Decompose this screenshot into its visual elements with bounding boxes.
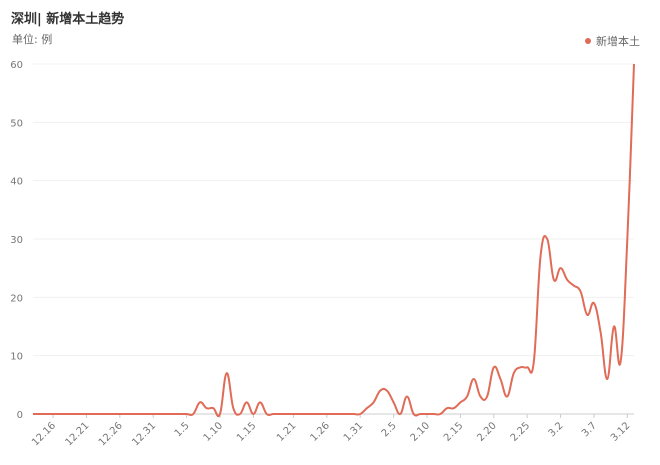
legend-marker	[585, 38, 591, 44]
unit-label: 单位: 例	[12, 33, 53, 46]
y-tick-label: 10	[10, 352, 23, 363]
x-tick-label: 12.26	[97, 420, 125, 448]
x-tick-label: 2.5	[380, 420, 399, 439]
x-tick-label: 1.21	[275, 420, 299, 444]
y-axis: 0 10 20 30 40 50 60	[10, 60, 23, 421]
x-tick-label: 2.10	[409, 420, 433, 444]
y-tick-label: 0	[17, 410, 23, 421]
x-tick-label: 12.16	[30, 420, 58, 448]
y-tick-label: 40	[10, 177, 23, 188]
x-tick-label: 12.21	[64, 420, 92, 448]
x-tick-label: 1.5	[173, 420, 192, 439]
x-tick-label: 3.7	[580, 420, 599, 439]
x-tick-label: 12.31	[130, 420, 158, 448]
x-tick-label: 3.12	[609, 420, 633, 444]
x-tick-label: 1.15	[235, 420, 259, 444]
chart-title: 深圳| 新增本土趋势	[11, 12, 125, 27]
series-line	[32, 63, 635, 418]
y-tick-label: 50	[10, 118, 23, 129]
series-group	[32, 63, 635, 418]
x-tick-label: 1.31	[342, 420, 366, 444]
x-tick-label: 1.10	[202, 420, 226, 444]
y-tick-label: 60	[10, 60, 23, 71]
x-tick-label: 2.20	[475, 420, 499, 444]
legend[interactable]: 新增本土	[585, 33, 640, 49]
x-tick-label: 2.15	[442, 420, 466, 444]
x-tick-label: 1.26	[308, 420, 332, 444]
x-axis: 12.16 12.21 12.26 12.31 1.5 1.10 1.15 1.21 1.26 1…	[30, 414, 632, 448]
legend-label: 新增本土	[596, 35, 640, 48]
x-tick-label: 3.2	[547, 420, 566, 439]
y-tick-label: 30	[10, 235, 23, 246]
y-tick-label: 20	[10, 293, 23, 304]
x-tick-label: 2.25	[509, 420, 533, 444]
